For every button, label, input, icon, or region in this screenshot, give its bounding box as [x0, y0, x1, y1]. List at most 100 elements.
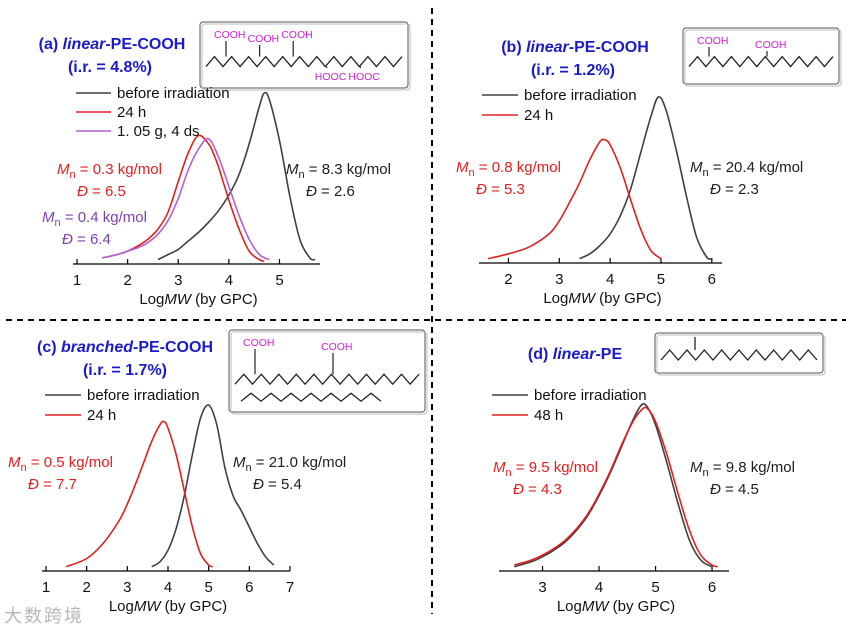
- x-tick-label: 5: [275, 272, 283, 289]
- legend-label: 1. 05 g, 4 ds: [117, 123, 200, 140]
- structure-label: COOH: [243, 337, 275, 349]
- structure-label: COOH: [321, 341, 353, 353]
- panel-label: (d): [528, 346, 553, 363]
- x-tick-label: 1: [73, 272, 81, 289]
- structure-backbone: [205, 55, 403, 68]
- structure-box: [654, 332, 824, 374]
- annotation-dispersity: Đ = 2.6: [306, 183, 355, 200]
- panel-label: (a): [39, 36, 63, 53]
- x-tick-label: 6: [245, 579, 253, 596]
- panel-label: (b): [501, 39, 526, 56]
- annotation-mn: Mn = 21.0 kg/mol: [233, 454, 346, 474]
- x-tick-label: 4: [164, 579, 172, 596]
- annotation-mn: Mn = 9.5 kg/mol: [493, 459, 598, 479]
- x-tick-label: 1: [42, 579, 50, 596]
- legend-label: before irradiation: [524, 87, 637, 104]
- polymer-style: linear: [553, 346, 596, 363]
- structure-label: COOH: [214, 29, 246, 41]
- structure-label: COOH: [281, 29, 313, 41]
- panel-d: (d) linear-PE 3 4 5 6 LogMW (by GPC) before ir…: [492, 332, 826, 615]
- structure-box: [228, 329, 426, 413]
- polymer-style: linear: [526, 39, 569, 56]
- watermark: 大数跨境: [4, 606, 84, 627]
- polymer-style: branched: [61, 339, 134, 356]
- legend-label: before irradiation: [117, 85, 230, 102]
- x-tick-label: 6: [708, 271, 716, 288]
- x-axis-label: LogMW (by GPC): [557, 598, 675, 615]
- annotation-mn: Mn = 9.8 kg/mol: [690, 459, 795, 479]
- annotation-mn: Mn = 0.5 kg/mol: [8, 454, 113, 474]
- x-tick-label: 2: [82, 579, 90, 596]
- x-tick-label: 5: [204, 579, 212, 596]
- annotation-dispersity: Đ = 4.3: [513, 481, 562, 498]
- structure-backbone: [660, 349, 818, 361]
- legend-label: before irradiation: [534, 387, 647, 404]
- structure-box: [682, 27, 840, 85]
- structure-shadow: [201, 23, 411, 91]
- irradiation-ratio: (i.r. = 4.8%): [68, 59, 152, 76]
- annotation-mn: Mn = 20.4 kg/mol: [690, 159, 803, 179]
- legend-label: 24 h: [117, 104, 146, 121]
- x-tick-label: 3: [174, 272, 182, 289]
- x-tick-label: 3: [123, 579, 131, 596]
- structure-shadow: [684, 29, 842, 87]
- x-tick-label: 4: [595, 579, 603, 596]
- panel-b: COOH COOH (b) linear-PE-COOH (i.r. = 1.2%) 2…: [456, 27, 842, 307]
- x-tick-label: 3: [555, 271, 563, 288]
- x-tick-label: 6: [708, 579, 716, 596]
- legend-label: before irradiation: [87, 387, 200, 404]
- polymer-style: linear: [63, 36, 106, 53]
- structure-label: HOOC: [315, 71, 347, 83]
- panel-title: (d) linear-PE: [528, 346, 623, 363]
- series-line-2: [487, 138, 662, 260]
- annotation-dispersity: Đ = 6.5: [77, 183, 126, 200]
- series-line-2: [102, 134, 265, 263]
- legend-label: 48 h: [534, 407, 563, 424]
- x-tick-label: 2: [123, 272, 131, 289]
- structure-branch-chain: [240, 392, 382, 403]
- annotation-dispersity: Đ = 7.7: [28, 476, 77, 493]
- irradiation-ratio: (i.r. = 1.2%): [531, 62, 615, 79]
- series-line-1: [157, 91, 316, 261]
- x-tick-label: 5: [657, 271, 665, 288]
- x-tick-label: 7: [286, 579, 294, 596]
- x-tick-label: 2: [504, 271, 512, 288]
- series-line-1: [579, 96, 713, 260]
- panel-label: (c): [37, 339, 61, 356]
- annotation-mn: Mn = 0.8 kg/mol: [456, 159, 561, 179]
- structure-label: COOH: [755, 39, 787, 51]
- structure-label: HOOC: [348, 71, 380, 83]
- irradiation-ratio: (i.r. = 1.7%): [83, 362, 167, 379]
- panel-title: (b) linear-PE-COOH: [501, 39, 649, 56]
- annotation-mn: Mn = 0.3 kg/mol: [57, 161, 162, 181]
- panel-title: (c) branched-PE-COOH: [37, 339, 213, 356]
- annotation-dispersity: Đ = 5.3: [476, 181, 525, 198]
- annotation-mn: Mn = 8.3 kg/mol: [286, 161, 391, 181]
- annotation-dispersity: Đ = 2.3: [710, 181, 759, 198]
- legend-label: 24 h: [87, 407, 116, 424]
- structure-label: COOH: [248, 33, 280, 45]
- structure-label: COOH: [697, 35, 729, 47]
- structure-box: [199, 21, 409, 89]
- polymer-suffix: -PE: [595, 346, 622, 363]
- x-axis-label: LogMW (by GPC): [139, 291, 257, 308]
- polymer-suffix: -PE-COOH: [105, 36, 185, 53]
- x-tick-label: 5: [651, 579, 659, 596]
- x-tick-label: 4: [225, 272, 233, 289]
- panel-title: (a) linear-PE-COOH: [39, 36, 186, 53]
- series-line-2: [65, 420, 214, 568]
- annotation-dispersity: Đ = 5.4: [253, 476, 302, 493]
- series-line-1: [151, 404, 275, 568]
- x-axis-label: LogMW (by GPC): [109, 598, 227, 615]
- polymer-suffix: -PE-COOH: [133, 339, 213, 356]
- x-axis-label: LogMW (by GPC): [543, 290, 661, 307]
- structure-shadow: [656, 334, 826, 376]
- annotation-dispersity: Đ = 4.5: [710, 481, 759, 498]
- annotation-mn: Mn = 0.4 kg/mol: [42, 209, 147, 229]
- polymer-suffix: -PE-COOH: [569, 39, 649, 56]
- x-tick-label: 3: [538, 579, 546, 596]
- structure-backbone: [688, 55, 834, 68]
